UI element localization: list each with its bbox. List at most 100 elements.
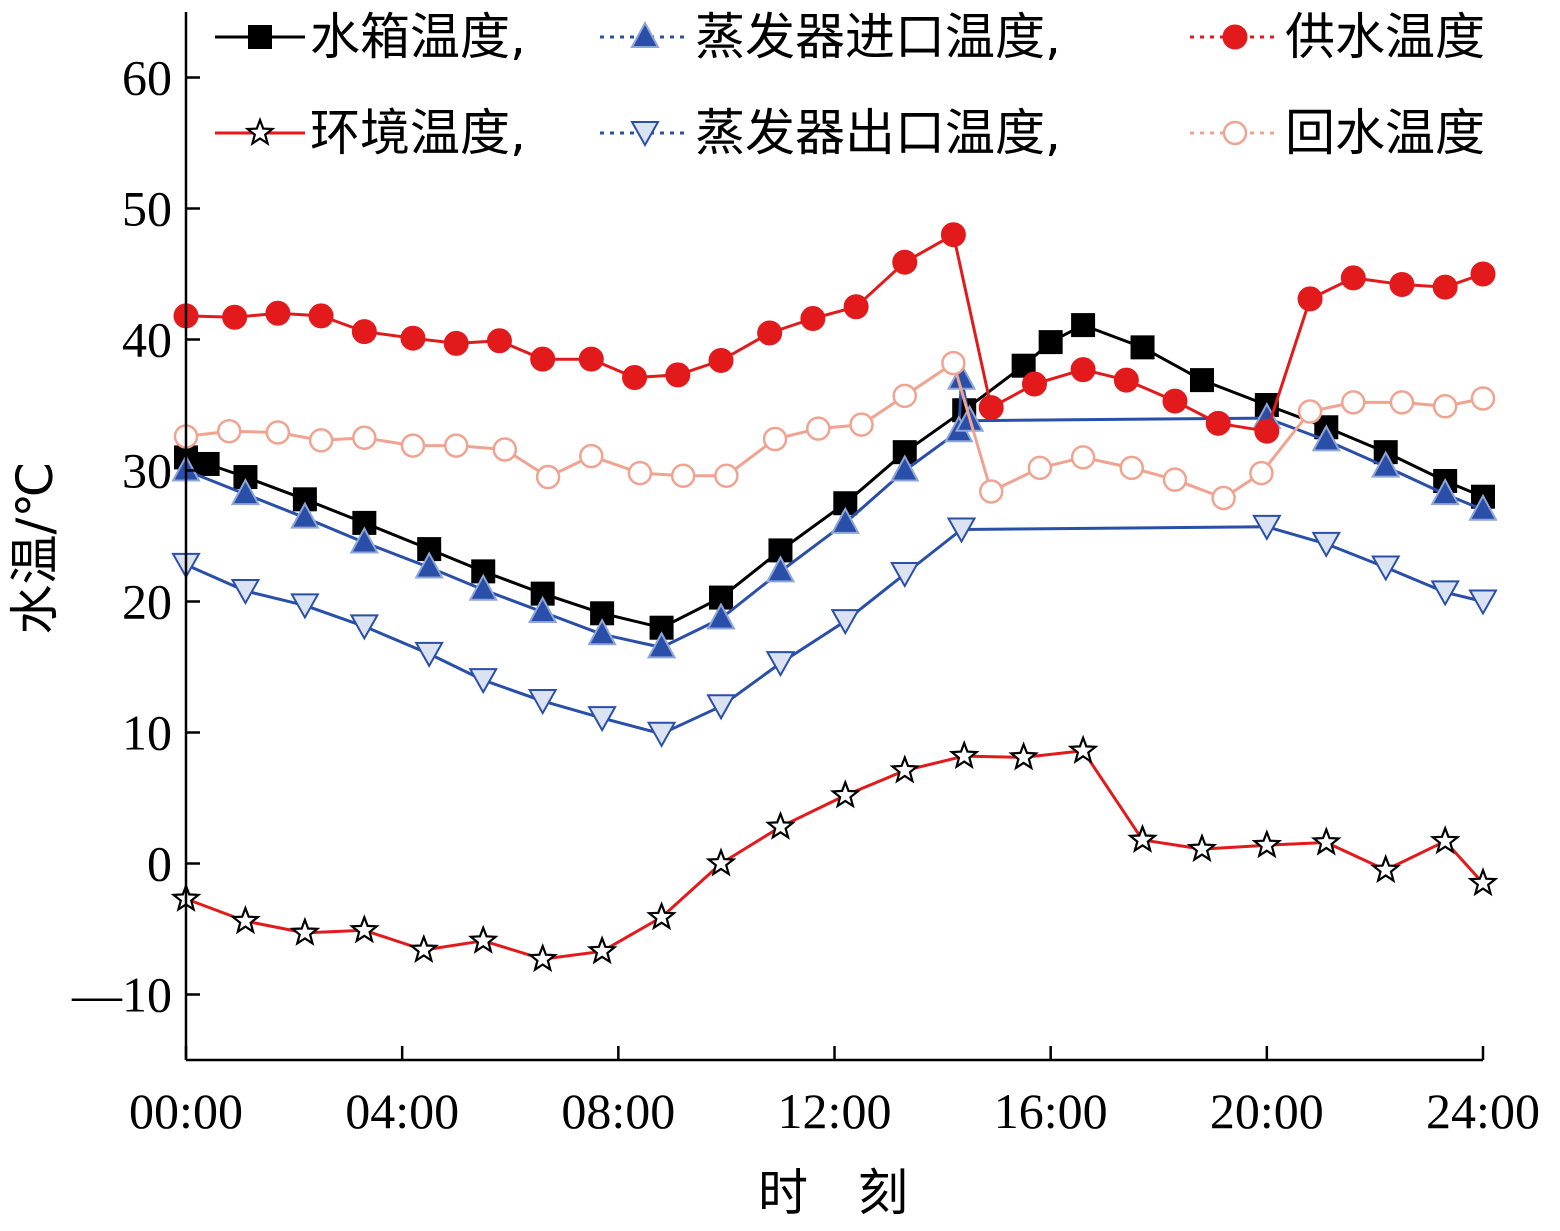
data-point [408,933,440,964]
legend-swatch-marker [630,121,660,148]
data-point [1340,265,1366,291]
data-point [443,433,469,458]
data-point [578,346,604,372]
legend-swatch-marker [630,20,660,48]
x-tick-label: 08:00 [561,1083,675,1139]
series-1 [174,313,1495,640]
data-point [1430,477,1460,506]
data-point [829,779,861,809]
x-tick-label: 00:00 [129,1083,243,1139]
data-point [762,426,788,452]
data-point [400,325,426,351]
data-point [646,901,677,931]
data-point [1310,826,1342,856]
data-point [1067,734,1099,764]
data-point [1432,394,1458,419]
series-3 [173,222,1496,444]
legend-swatch-marker [248,25,272,49]
data-point [527,942,558,973]
data-point [230,477,261,506]
data-point [443,330,469,356]
y-tick-label: 30 [122,443,172,499]
x-axis-title: 时 刻 [758,1164,908,1222]
data-point [889,754,921,784]
data-point [1252,514,1282,541]
data-point [1311,531,1341,558]
data-point [400,433,426,458]
data-point [1370,853,1402,884]
legend-label: 蒸发器出口温度, [695,104,1061,162]
legend-item-4: 环境温度, [215,104,526,162]
data-point [230,579,261,606]
data-point [468,668,498,695]
data-point [890,454,920,482]
data-point [830,609,861,636]
data-point [765,555,796,583]
data-point [706,602,736,630]
data-point [1254,418,1280,444]
data-point [290,593,320,620]
data-point [587,706,617,733]
data-point [765,810,796,840]
data-point [646,721,677,748]
data-point [765,651,796,678]
data-point [1070,445,1096,470]
data-point [527,689,558,716]
data-point [1162,467,1188,492]
series-4 [170,734,1499,973]
data-point [757,320,783,346]
data-point [1211,485,1236,511]
data-point [646,631,677,659]
data-point [265,300,291,326]
data-point [892,383,918,409]
data-point [1389,390,1415,415]
legend-label: 水箱温度, [310,8,526,66]
series-1-line [185,323,1484,630]
data-point [414,551,444,579]
x-tick-label: 12:00 [778,1083,892,1139]
legend-item-5: 蒸发器出口温度, [600,104,1061,162]
data-point [1371,450,1401,478]
data-point [849,412,874,437]
data-point [1070,357,1096,383]
data-point [948,739,980,770]
data-point [587,618,617,646]
x-tick-label: 20:00 [1210,1083,1324,1139]
data-point [1468,589,1498,616]
data-point [843,294,869,320]
x-tick-label: 24:00 [1426,1083,1540,1139]
y-tick-label: 10 [122,705,172,761]
series-5-line [185,525,1484,736]
data-point [265,420,291,445]
y-tick-label: 50 [122,181,172,237]
data-point [289,916,321,946]
data-point [1297,286,1323,312]
data-point [586,935,618,965]
data-point [800,306,826,332]
data-point [535,464,561,490]
data-point [705,847,737,877]
data-point [308,303,334,329]
x-tick-label: 04:00 [345,1083,459,1139]
data-point [892,249,918,275]
data-point [414,641,444,668]
data-point [1467,866,1499,897]
data-point [1127,823,1158,853]
data-point [1297,399,1323,424]
data-point [978,395,1004,421]
legend-swatch-marker [1222,120,1248,146]
data-point [527,595,558,623]
y-axis-title: 水温/℃ [6,462,64,635]
data-point [670,463,696,488]
data-point [946,517,977,544]
data-point [1071,313,1096,338]
data-point [708,347,734,373]
data-point [308,428,334,453]
data-point [349,914,380,944]
series-6 [173,350,1496,511]
data-point [351,319,377,345]
data-point [1468,493,1498,521]
data-point [349,614,380,641]
data-point [941,350,966,376]
data-point [1205,410,1231,436]
